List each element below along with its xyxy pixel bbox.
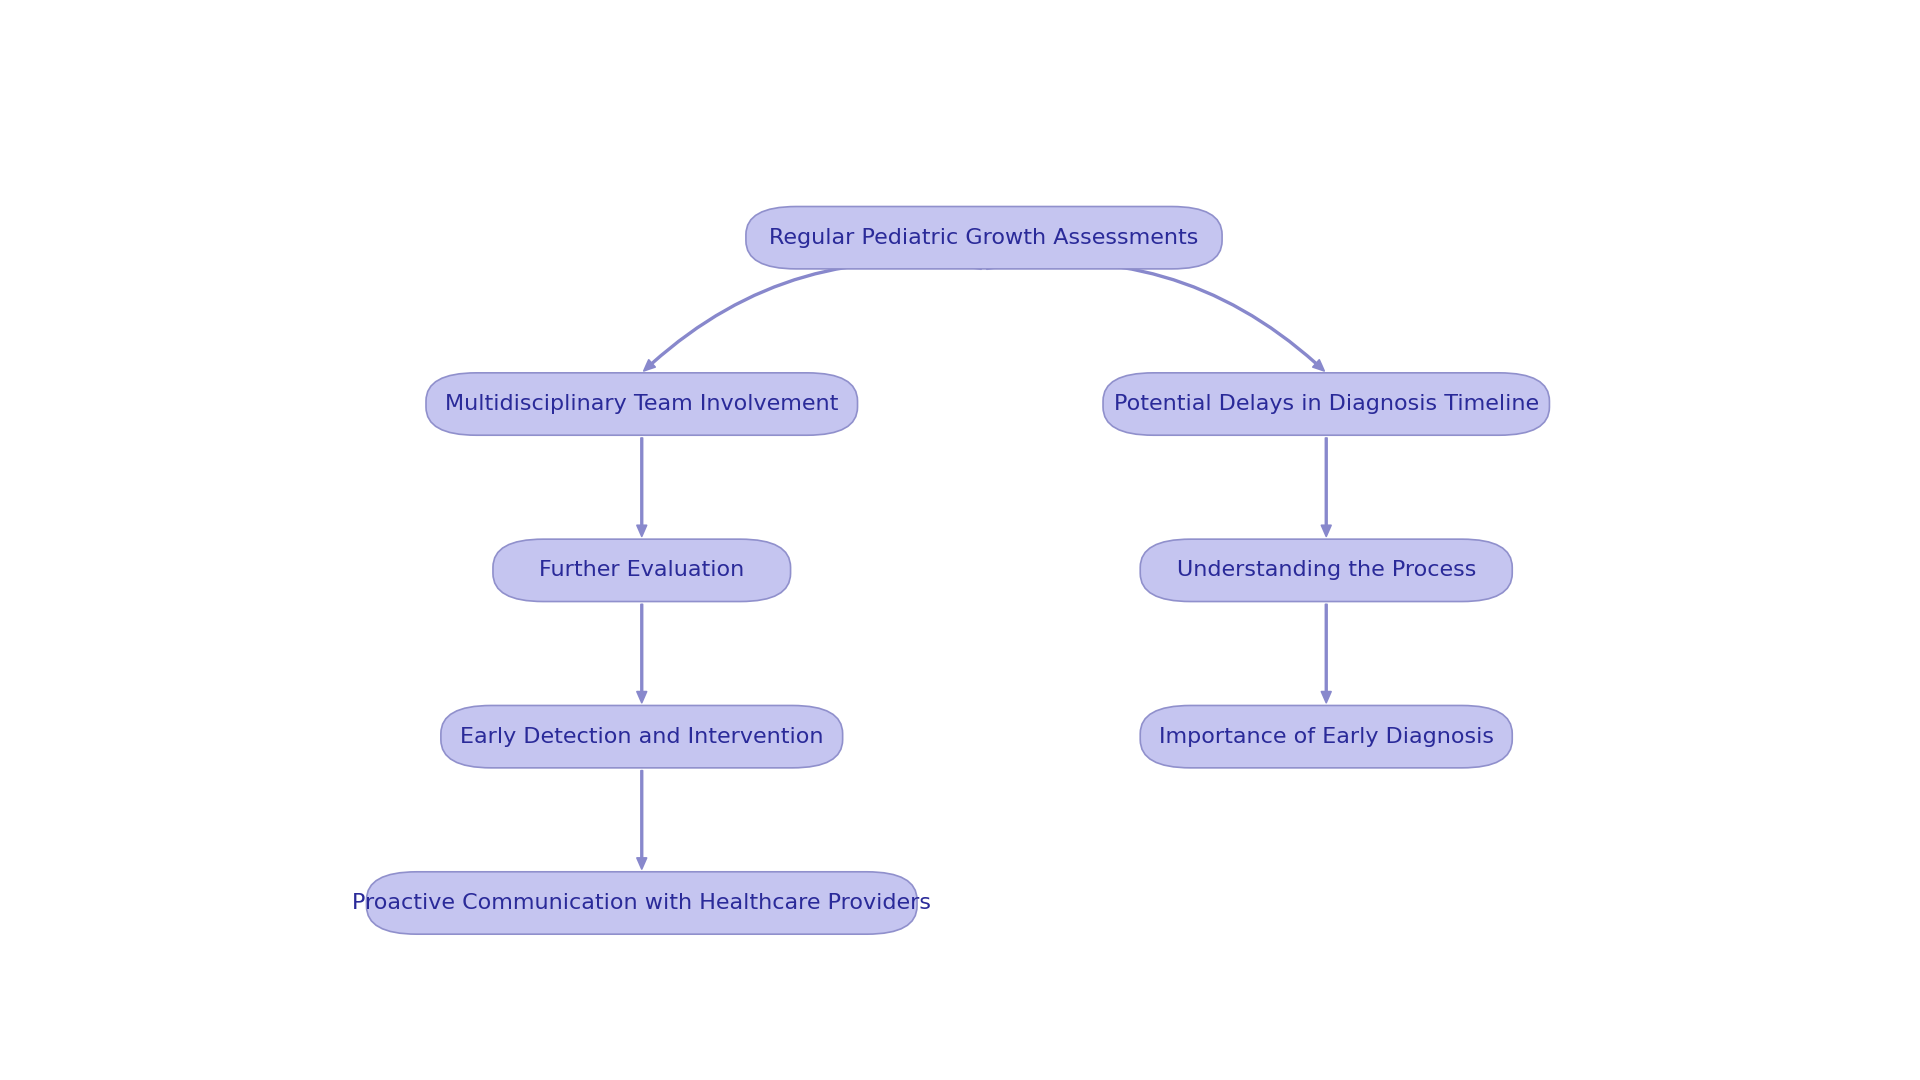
FancyArrowPatch shape: [637, 438, 647, 537]
FancyBboxPatch shape: [426, 373, 858, 435]
FancyBboxPatch shape: [493, 539, 791, 602]
FancyArrowPatch shape: [1321, 438, 1331, 537]
FancyArrowPatch shape: [637, 605, 647, 703]
FancyArrowPatch shape: [637, 771, 647, 869]
FancyBboxPatch shape: [442, 705, 843, 768]
FancyBboxPatch shape: [367, 872, 918, 934]
Text: Further Evaluation: Further Evaluation: [540, 561, 745, 580]
FancyArrowPatch shape: [1321, 605, 1331, 703]
Text: Potential Delays in Diagnosis Timeline: Potential Delays in Diagnosis Timeline: [1114, 394, 1538, 414]
FancyBboxPatch shape: [1102, 373, 1549, 435]
Text: Understanding the Process: Understanding the Process: [1177, 561, 1476, 580]
Text: Multidisciplinary Team Involvement: Multidisciplinary Team Involvement: [445, 394, 839, 414]
FancyArrowPatch shape: [643, 261, 981, 370]
Text: Importance of Early Diagnosis: Importance of Early Diagnosis: [1160, 727, 1494, 746]
FancyBboxPatch shape: [1140, 539, 1513, 602]
Text: Early Detection and Intervention: Early Detection and Intervention: [461, 727, 824, 746]
FancyArrowPatch shape: [987, 261, 1325, 370]
FancyBboxPatch shape: [745, 206, 1221, 269]
Text: Proactive Communication with Healthcare Providers: Proactive Communication with Healthcare …: [351, 893, 931, 913]
Text: Regular Pediatric Growth Assessments: Regular Pediatric Growth Assessments: [770, 228, 1198, 247]
FancyBboxPatch shape: [1140, 705, 1513, 768]
